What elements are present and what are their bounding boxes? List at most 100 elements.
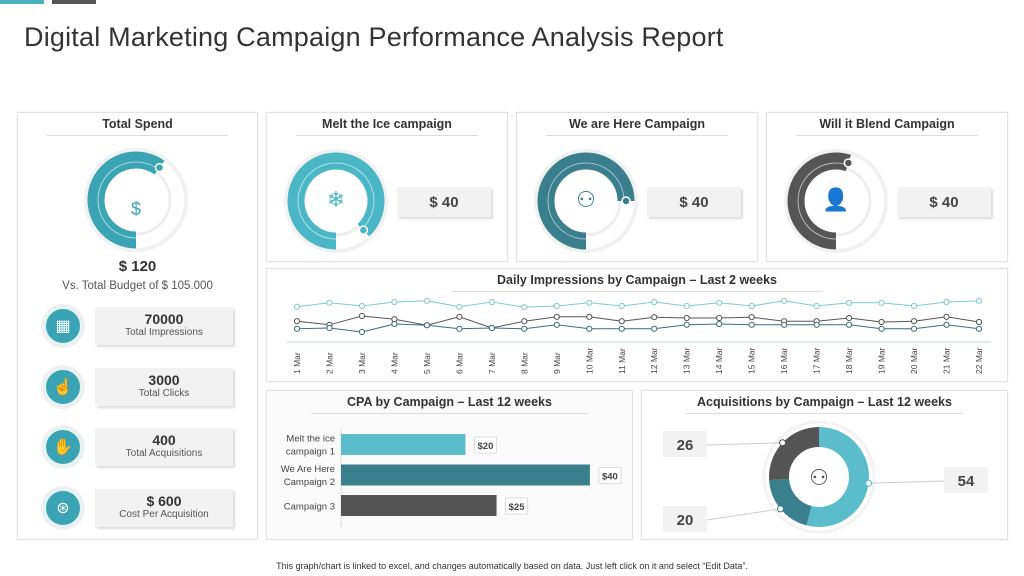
acquisitions-panel: Acquisitions by Campaign – Last 12 weeks… (641, 390, 1008, 540)
data-point (975, 325, 983, 332)
data-label: 20 (677, 512, 694, 529)
gauge-arc (287, 152, 385, 250)
data-label: 54 (958, 473, 975, 490)
chart-title: Daily Impressions by Campaign – Last 2 w… (497, 273, 777, 287)
gauge-ring (784, 149, 888, 253)
data-point (456, 313, 463, 320)
data-point (813, 321, 820, 328)
leader-line (706, 442, 783, 446)
x-tick-label: 20 Mar (909, 347, 919, 374)
data-point (358, 312, 366, 320)
data-point (586, 325, 593, 332)
gauge-ring (284, 149, 388, 253)
data-point (748, 302, 755, 310)
x-tick-label: 19 Mar (877, 347, 887, 374)
data-point (521, 325, 528, 332)
data-point (488, 324, 495, 332)
data-point (586, 299, 593, 306)
footer-note: This graph/chart is linked to excel, and… (276, 561, 748, 571)
accent-bar-dark (52, 0, 96, 4)
divider (795, 135, 979, 136)
kpi-value: $ 600 (146, 492, 182, 509)
gauge-arc-line (97, 161, 159, 239)
data-point (423, 322, 431, 329)
kpi-card: 3000 Total Clicks (95, 367, 233, 406)
campaign-value: $ 40 (897, 187, 991, 217)
leader-dot (865, 479, 873, 487)
category-label: Melt the ice (286, 434, 335, 445)
category-label: campaign 1 (286, 447, 335, 458)
data-point (878, 318, 885, 326)
data-point (683, 302, 690, 310)
total-spend-gauge (84, 148, 188, 252)
data-point (975, 297, 983, 304)
x-tick-label: 22 Mar (974, 347, 984, 374)
x-tick-label: 21 Mar (942, 347, 952, 374)
campaign-card: Melt the Ice campaign ❄ $ 40 (266, 112, 508, 262)
x-tick-label: 18 Mar (844, 347, 854, 374)
data-point (683, 314, 690, 322)
data-point (456, 325, 463, 332)
data-point (748, 321, 755, 328)
donut-slice (806, 427, 869, 527)
data-point (813, 302, 820, 310)
total-spend-value: $ 120 (118, 258, 157, 275)
handshake-icon: ✋ (43, 427, 83, 467)
divider (46, 135, 229, 136)
data-point (358, 302, 366, 310)
gauge-arc (787, 152, 851, 250)
x-tick-label: 9 Mar (552, 352, 562, 374)
donut-slice (769, 478, 813, 526)
divider (452, 291, 822, 292)
data-label: $40 (602, 472, 618, 483)
data-point (586, 313, 593, 320)
data-point (651, 325, 658, 332)
user-chat-icon: 👤 (822, 187, 850, 212)
hand-dollar-icon: $ (130, 199, 141, 219)
page-title: Digital Marketing Campaign Performance A… (24, 22, 724, 52)
kpi-card: 70000 Total Impressions (95, 307, 233, 345)
x-tick-label: 8 Mar (519, 352, 529, 374)
daily-impressions-panel: Daily Impressions by Campaign – Last 2 w… (266, 268, 1008, 382)
x-tick-label: 4 Mar (389, 352, 399, 374)
chart-title: CPA by Campaign – Last 12 weeks (347, 395, 552, 409)
kpi-value: 400 (152, 432, 176, 448)
data-point (683, 321, 690, 328)
campaign-gauge (784, 149, 888, 253)
campaign-value: $ 40 (647, 187, 741, 217)
daily-impressions-chart: 1 Mar 2 Mar 3 Mar 4 Mar 5 Mar 6 Mar 7 Mar 8 Mar… (287, 297, 991, 374)
data-point (618, 325, 625, 332)
budget-text: Vs. Total Budget of $ 105.000 (62, 280, 213, 292)
x-tick-label: 14 Mar (714, 347, 724, 374)
bar (341, 495, 497, 516)
campaign-title: We are Here Campaign (569, 117, 705, 131)
gauge-knob (843, 158, 854, 168)
campaign-title: Melt the Ice campaign (322, 117, 452, 131)
kpi-value: 70000 (144, 311, 184, 327)
hand-coin-icon: ⊛ (43, 487, 83, 528)
campaign-card: Will it Blend Campaign 👤 $ 40 (766, 112, 1008, 262)
donut-slice (769, 427, 820, 481)
x-tick-label: 7 Mar (487, 352, 497, 374)
data-point (326, 324, 333, 332)
campaign-gauge (534, 149, 638, 253)
x-tick-label: 3 Mar (357, 352, 367, 374)
data-label-box (505, 497, 529, 515)
data-point (391, 320, 398, 328)
data-point (456, 303, 463, 310)
category-label: Campaign 2 (284, 477, 335, 488)
x-tick-label: 1 Mar (292, 352, 302, 374)
accent-bar (0, 0, 44, 4)
kpi-value: 3000 (148, 371, 180, 388)
data-point (553, 313, 560, 320)
gauge-arc (537, 152, 635, 250)
data-point (716, 314, 723, 322)
data-label-box (944, 467, 988, 493)
kpi-label: Total Acquisitions (125, 448, 203, 459)
x-tick-label: 13 Mar (682, 347, 692, 374)
data-label: 26 (677, 437, 694, 454)
donut-hole (790, 448, 848, 506)
data-label-box (473, 436, 497, 454)
x-tick-label: 5 Mar (422, 352, 432, 374)
data-label: $20 (478, 441, 494, 452)
